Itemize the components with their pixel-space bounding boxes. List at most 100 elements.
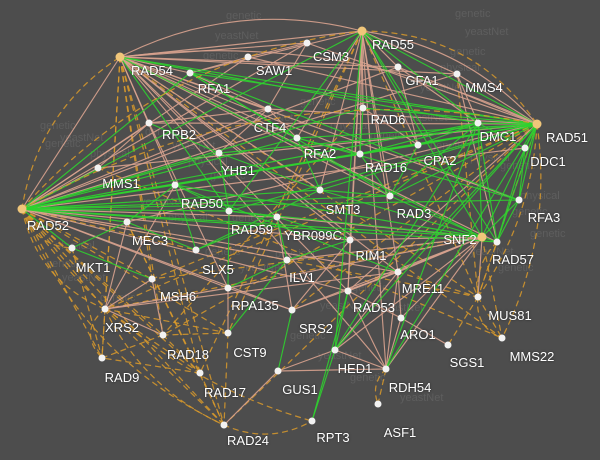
graph-node-rad18[interactable]	[159, 331, 167, 339]
graph-node-yhb1[interactable]	[215, 149, 223, 157]
graph-node-mus81[interactable]	[474, 293, 482, 301]
graph-edge	[286, 236, 483, 261]
graph-edge	[334, 271, 399, 351]
graph-edge	[21, 208, 498, 243]
graph-node-rad24[interactable]	[220, 421, 228, 429]
graph-node-asf1[interactable]	[374, 400, 382, 408]
graph-edge	[347, 30, 363, 292]
graph-node-hed1[interactable]	[331, 346, 339, 354]
graph-edge	[385, 122, 479, 370]
node-label-aro1: ARO1	[400, 327, 436, 342]
graph-node-ddc1[interactable]	[521, 144, 529, 152]
graph-node-rad57[interactable]	[493, 238, 501, 246]
graph-edge	[361, 30, 538, 125]
node-label-rad53: RAD53	[353, 300, 395, 315]
graph-node-rad3[interactable]	[386, 192, 394, 200]
node-label-saw1: SAW1	[255, 63, 293, 78]
graph-node-csm3[interactable]	[303, 39, 311, 47]
graph-node-gus1[interactable]	[274, 367, 282, 375]
graph-edge	[477, 241, 498, 298]
graph-node-gfa1[interactable]	[394, 63, 402, 71]
graph-edge	[223, 370, 279, 426]
graph-edge	[296, 30, 363, 139]
graph-node-rad52[interactable]	[17, 204, 27, 214]
graph-node-slx5[interactable]	[192, 246, 200, 254]
graph-node-xrs2[interactable]	[101, 305, 109, 313]
graph-node-rpa135[interactable]	[224, 284, 232, 292]
graph-edge	[334, 349, 387, 370]
graph-node-rfa3[interactable]	[515, 196, 523, 204]
graph-node-mms4[interactable]	[453, 70, 461, 78]
graph-node-rad50[interactable]	[171, 181, 179, 189]
graph-edge	[296, 123, 538, 139]
graph-node-rad16[interactable]	[356, 150, 364, 158]
graph-node-rpt3[interactable]	[308, 417, 316, 425]
graph-node-cpa2[interactable]	[414, 141, 422, 149]
graph-edge	[385, 271, 399, 370]
graph-node-saw1[interactable]	[244, 53, 252, 61]
graph-node-rad54[interactable]	[115, 52, 125, 62]
graph-edge	[389, 123, 538, 197]
graph-node-ybr099c[interactable]	[273, 213, 281, 221]
node-label-csm3: CSM3	[312, 49, 350, 64]
graph-edge	[21, 208, 288, 261]
graph-edge	[347, 290, 402, 319]
graph-node-rad59[interactable]	[225, 207, 233, 215]
graph-node-mms1[interactable]	[94, 164, 102, 172]
node-label-rad52: RAD52	[27, 218, 69, 233]
graph-node-rad51[interactable]	[532, 119, 542, 129]
graph-node-rad53[interactable]	[344, 287, 352, 295]
graph-edge	[359, 153, 391, 197]
graph-node-mkt1[interactable]	[68, 244, 76, 252]
graph-node-rad17[interactable]	[196, 369, 204, 377]
graph-edge	[21, 152, 220, 210]
graph-edge-arc	[21, 208, 73, 249]
graph-node-srs2[interactable]	[288, 306, 296, 314]
graph-node-rfa2[interactable]	[293, 134, 301, 142]
graph-node-mre11[interactable]	[394, 268, 402, 276]
node-label-ctf4: CTF4	[253, 120, 287, 135]
graph-edge	[361, 30, 419, 146]
graph-node-rim1[interactable]	[346, 236, 354, 244]
graph-edge	[361, 30, 458, 75]
graph-node-snf2[interactable]	[477, 232, 487, 242]
graph-node-ilv1[interactable]	[283, 256, 291, 264]
node-label-rad9: RAD9	[104, 370, 140, 385]
graph-edge-arc	[476, 296, 503, 339]
graph-node-cst9[interactable]	[224, 329, 232, 337]
graph-edge-arc	[119, 18, 363, 58]
graph-edge	[334, 236, 483, 351]
graph-node-rad9[interactable]	[98, 354, 106, 362]
graph-edge	[21, 208, 349, 292]
graph-edge	[21, 73, 458, 210]
graph-node-rpb2[interactable]	[145, 119, 153, 127]
graph-edge	[228, 210, 483, 238]
node-label-rad24: RAD24	[227, 433, 269, 448]
graph-edge	[477, 122, 498, 243]
graph-node-msh6[interactable]	[148, 275, 156, 283]
graph-edge	[119, 56, 479, 124]
graph-edge	[126, 221, 225, 426]
graph-node-dmc1[interactable]	[474, 119, 482, 127]
graph-edge	[195, 216, 278, 251]
graph-node-mec3[interactable]	[123, 218, 131, 226]
graph-node-rdh54[interactable]	[382, 365, 390, 373]
graph-edge	[397, 66, 419, 146]
graph-node-mms22[interactable]	[498, 334, 506, 342]
graph-edge	[21, 208, 153, 280]
graph-edge-arc	[21, 208, 106, 310]
graph-node-rad55[interactable]	[357, 26, 367, 36]
graph-edge	[227, 259, 288, 334]
graph-node-rad6[interactable]	[359, 104, 367, 112]
graph-edge	[334, 122, 479, 351]
node-label-rad57: RAD57	[492, 252, 534, 267]
graph-node-rfa1[interactable]	[186, 69, 194, 77]
graph-node-aro1[interactable]	[397, 314, 405, 322]
graph-node-smt3[interactable]	[316, 186, 324, 194]
graph-node-sgs1[interactable]	[444, 341, 452, 349]
graph-edge-arc	[21, 56, 121, 210]
graph-node-ctf4[interactable]	[264, 105, 272, 113]
graph-edge	[417, 122, 479, 146]
